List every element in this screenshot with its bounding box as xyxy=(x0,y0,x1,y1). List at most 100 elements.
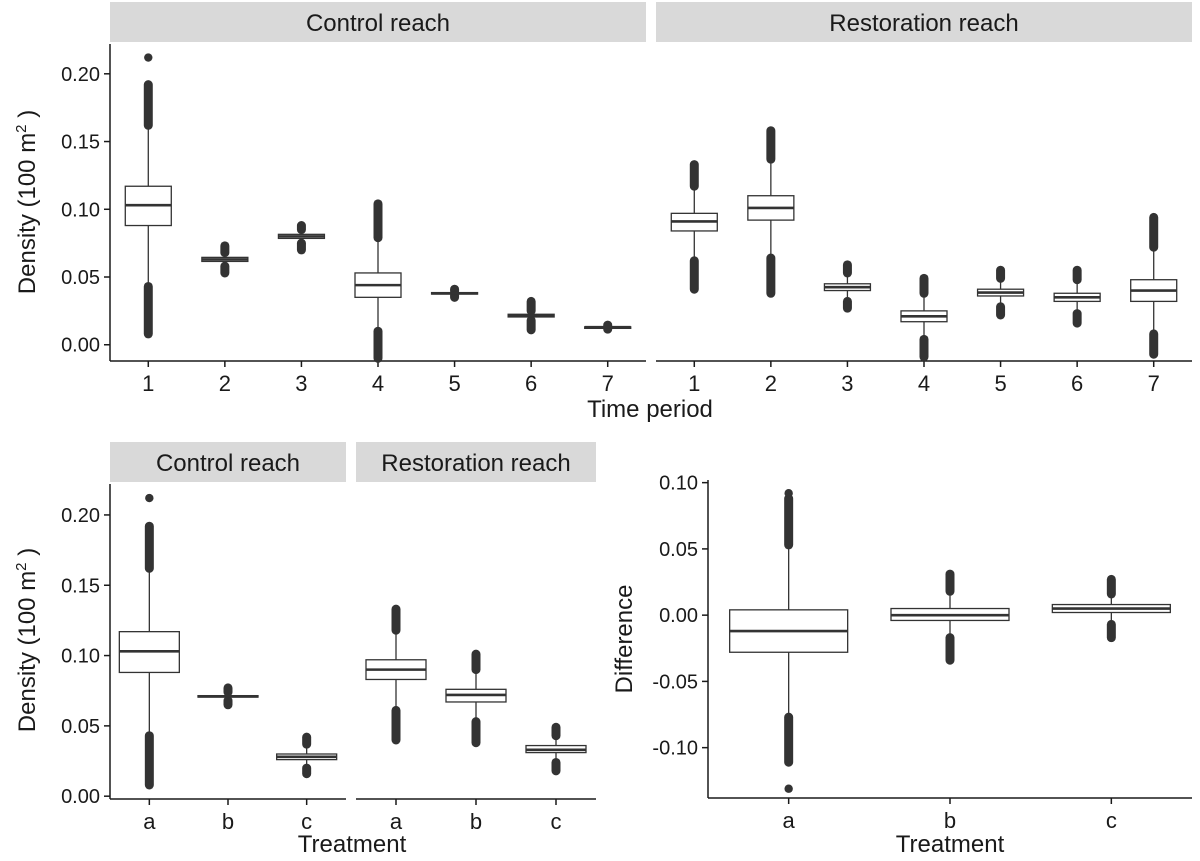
strip-restoration-reach xyxy=(656,2,1192,42)
box-6 xyxy=(1053,265,1101,328)
y-ticks: 0.00 0.05 0.10 0.15 0.20 xyxy=(61,505,110,808)
x-tick-label: c xyxy=(301,809,312,834)
x-tick-label: 1 xyxy=(688,371,700,396)
outlier-point xyxy=(145,493,154,503)
x-tick-label: 3 xyxy=(295,371,307,396)
box-a xyxy=(118,493,180,790)
y-tick-label: 0.00 xyxy=(659,605,698,627)
y-tick-label: 0.05 xyxy=(659,539,698,561)
y-tick-label: 0.00 xyxy=(61,786,100,808)
x-ticks: 1 2 3 4 5 6 7 xyxy=(688,361,1160,396)
y-title-text: Density (100 m xyxy=(14,133,41,294)
top-figure: Control reach Restoration reach 0.00 0.05… xyxy=(13,2,1192,423)
x-tick-label: 1 xyxy=(142,371,154,396)
x-axis-title-treatment: Treatment xyxy=(896,831,1005,858)
x-ticks: a b c xyxy=(783,798,1117,833)
box-7 xyxy=(584,320,632,334)
panel-control-reach-time: 0.00 0.05 0.10 0.15 0.20 1 2 3 4 5 6 7 xyxy=(61,44,646,396)
outlier-point xyxy=(784,784,793,793)
y-title-close: ) xyxy=(14,110,41,125)
x-tick-label: 5 xyxy=(448,371,460,396)
box-1 xyxy=(670,160,718,294)
x-axis-title-treatment: Treatment xyxy=(298,831,407,858)
box-2 xyxy=(201,241,249,278)
box-4 xyxy=(900,273,948,362)
box-a xyxy=(729,489,849,793)
box-5 xyxy=(976,265,1025,320)
y-tick-label: 0.10 xyxy=(659,473,698,495)
box-3 xyxy=(823,260,872,313)
box-4 xyxy=(354,199,402,363)
box-5 xyxy=(430,284,479,302)
x-tick-label: 2 xyxy=(765,371,777,396)
box-1 xyxy=(124,53,172,339)
x-tick-label: a xyxy=(783,808,796,833)
strip-restoration-reach xyxy=(356,442,596,482)
strip-label-restoration-reach: Restoration reach xyxy=(829,10,1018,37)
strip-label-restoration-reach: Restoration reach xyxy=(381,450,570,477)
box-c xyxy=(525,722,587,776)
box-2 xyxy=(747,126,795,298)
boxes xyxy=(118,493,338,790)
x-tick-label: b xyxy=(944,808,956,833)
y-title-text: Density (100 m xyxy=(14,571,41,732)
box-b xyxy=(197,683,259,710)
boxes xyxy=(124,53,632,363)
y-tick-label: 0.00 xyxy=(61,335,100,357)
x-axis-title-time-period: Time period xyxy=(587,396,713,423)
strip-control-reach xyxy=(110,442,346,482)
bottom-left-figure: Control reach Restoration reach 0.00 0.05… xyxy=(13,442,596,858)
boxes xyxy=(670,126,1178,362)
x-tick-label: 6 xyxy=(525,371,537,396)
x-tick-label: b xyxy=(470,809,482,834)
x-tick-label: a xyxy=(143,809,156,834)
y-ticks: -0.10 -0.05 0.00 0.05 0.10 xyxy=(652,473,708,760)
x-tick-label: 7 xyxy=(602,371,614,396)
outlier-point xyxy=(784,489,793,498)
y-axis-title-density-bottom: Density (100 m2 ) xyxy=(13,548,41,732)
box-3 xyxy=(277,221,326,255)
y-axis-title-density-top: Density (100 m2 ) xyxy=(13,110,41,294)
panel-restoration-reach-time: 1 2 3 4 5 6 7 xyxy=(656,126,1192,396)
box-b xyxy=(445,649,507,748)
x-tick-label: 5 xyxy=(994,371,1006,396)
box-a xyxy=(365,604,427,745)
x-ticks: 1 2 3 4 5 6 7 xyxy=(142,361,614,396)
panel-difference: -0.10 -0.05 0.00 0.05 0.10 a b c xyxy=(652,473,1192,833)
y-tick-label: 0.15 xyxy=(61,575,100,597)
box-b xyxy=(890,569,1010,665)
x-tick-label: c xyxy=(1106,808,1117,833)
box-7 xyxy=(1130,212,1178,359)
box-6 xyxy=(507,296,555,335)
y-tick-label: -0.10 xyxy=(652,738,698,760)
x-tick-label: a xyxy=(390,809,403,834)
bottom-right-figure: -0.10 -0.05 0.00 0.05 0.10 a b c Treatment Dif… xyxy=(611,473,1192,858)
y-tick-label: 0.20 xyxy=(61,64,100,86)
strip-label-control-reach: Control reach xyxy=(306,10,450,37)
y-tick-label: 0.15 xyxy=(61,132,100,154)
y-tick-label: 0.10 xyxy=(61,199,100,221)
x-tick-label: 4 xyxy=(372,371,384,396)
y-tick-label: 0.10 xyxy=(61,646,100,668)
x-ticks: a b c xyxy=(390,799,562,834)
x-tick-label: c xyxy=(551,809,562,834)
y-axis-title-difference: Difference xyxy=(611,585,638,694)
x-tick-label: 2 xyxy=(219,371,231,396)
x-tick-label: 6 xyxy=(1071,371,1083,396)
y-title-close: ) xyxy=(14,548,41,563)
x-tick-label: 4 xyxy=(918,371,930,396)
boxes xyxy=(729,489,1171,793)
panel-control-reach-treatment: 0.00 0.05 0.10 0.15 0.20 a b c xyxy=(61,484,346,834)
box-c xyxy=(1051,574,1171,643)
outlier-point xyxy=(144,53,153,62)
x-tick-label: 3 xyxy=(841,371,853,396)
y-tick-label: 0.05 xyxy=(61,267,100,289)
y-ticks: 0.00 0.05 0.10 0.15 0.20 xyxy=(61,64,110,357)
y-title-superscript: 2 xyxy=(13,124,30,132)
strip-label-control-reach: Control reach xyxy=(156,450,300,477)
box-c xyxy=(276,732,338,779)
boxes xyxy=(365,604,587,776)
x-ticks: a b c xyxy=(143,799,312,834)
x-tick-label: b xyxy=(222,809,234,834)
